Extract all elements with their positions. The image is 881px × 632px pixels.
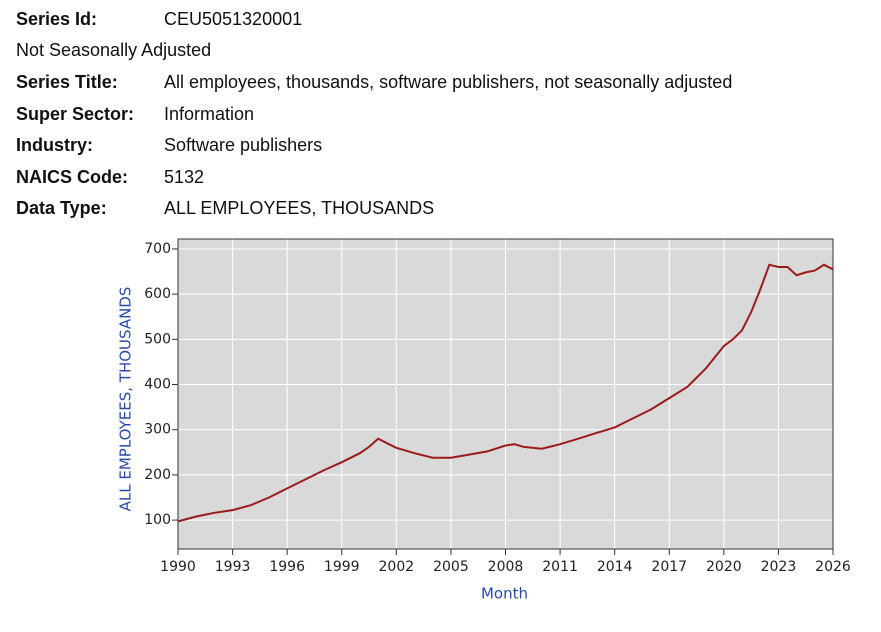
x-tick-label: 1999 xyxy=(324,559,360,575)
adjustment-note: Not Seasonally Adjusted xyxy=(16,40,212,60)
y-tick-label: 200 xyxy=(144,467,171,483)
field-value: All employees, thousands, software publi… xyxy=(164,72,733,92)
field-label: Data Type: xyxy=(16,198,107,219)
plot-border xyxy=(177,238,834,550)
x-tick-label: 2002 xyxy=(379,559,415,575)
y-tick-label: 600 xyxy=(144,286,171,302)
x-tick-label: 2005 xyxy=(433,559,469,575)
field-label: NAICS Code: xyxy=(16,166,128,187)
x-tick-label: 2014 xyxy=(597,559,633,575)
field-value: ALL EMPLOYEES, THOUSANDS xyxy=(164,198,435,219)
y-tick-label: 400 xyxy=(144,377,171,393)
y-tick-label: 500 xyxy=(144,331,171,347)
x-tick-label: 2017 xyxy=(651,559,687,575)
x-axis-label: Month xyxy=(481,585,528,603)
field-label: Super Sector: xyxy=(16,103,135,124)
x-tick-label: 2008 xyxy=(488,559,524,575)
x-tick-label: 1993 xyxy=(215,559,251,575)
y-tick-label: 300 xyxy=(144,422,171,438)
y-tick-label: 100 xyxy=(144,512,171,528)
x-tick-label: 2020 xyxy=(706,559,742,575)
x-tick-label: 2011 xyxy=(542,559,578,575)
field-value: CEU5051320001 xyxy=(164,9,303,29)
x-tick-label: 1990 xyxy=(160,559,196,575)
field-label: Industry: xyxy=(16,135,94,156)
field-value: Information xyxy=(164,103,255,124)
field-value: Software publishers xyxy=(164,135,323,156)
x-tick-label: 1996 xyxy=(269,559,305,575)
y-axis-label: ALL EMPLOYEES, THOUSANDS xyxy=(117,287,135,512)
data-line xyxy=(177,263,834,523)
field-label: Series Id: xyxy=(16,9,98,29)
y-tick-label: 700 xyxy=(144,241,171,257)
field-value: 5132 xyxy=(164,166,205,187)
x-tick-label: 2023 xyxy=(761,559,797,575)
x-tick-label: 2026 xyxy=(815,559,851,575)
field-label: Series Title: xyxy=(16,72,118,92)
